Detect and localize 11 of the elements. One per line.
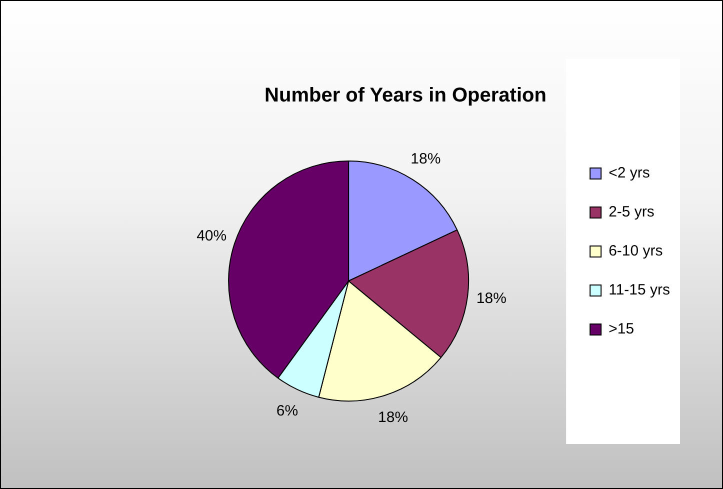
legend-label: 6-10 yrs	[608, 242, 663, 260]
legend-label: 2-5 yrs	[608, 204, 654, 221]
legend-label: >15	[608, 320, 634, 338]
data-label: 18%	[476, 290, 506, 308]
legend-label: <2 yrs	[608, 164, 650, 182]
chart-title: Number of Years in Operation	[264, 84, 546, 107]
data-label: 18%	[410, 150, 441, 168]
data-label: 18%	[378, 409, 408, 426]
legend-label: 11-15 yrs	[608, 282, 670, 299]
data-label: 40%	[196, 228, 227, 245]
data-label: 6%	[276, 402, 298, 420]
